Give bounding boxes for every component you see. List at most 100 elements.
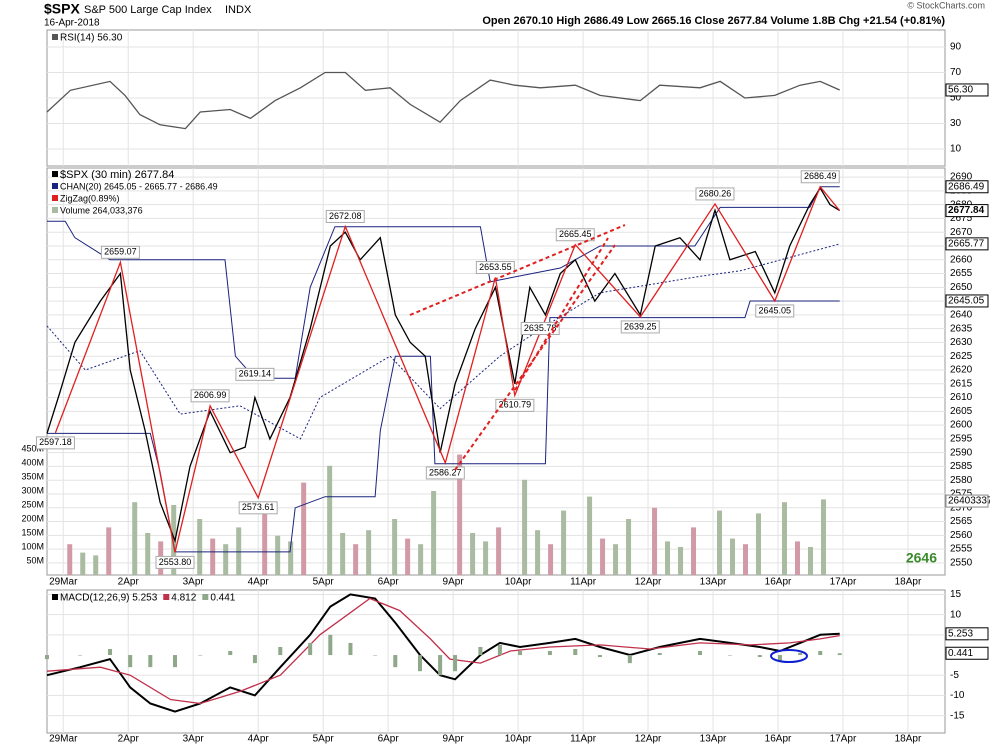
legend-swatch <box>52 207 58 213</box>
x-tick-label: 9Apr <box>443 734 465 744</box>
zigzag-label-box <box>100 245 140 259</box>
trendlines <box>409 224 626 471</box>
x-tick-label: 13Apr <box>700 577 727 588</box>
legend-label: MACD(12,26,9) 5.253 <box>60 593 158 604</box>
x-tick-label: 4Apr <box>248 734 270 744</box>
volume-bar <box>301 482 307 575</box>
zigzag-label-box <box>555 228 595 242</box>
volume-bar <box>807 547 813 575</box>
volume-bar <box>145 533 151 575</box>
volume-bar <box>522 479 528 575</box>
annotation: 2635.78 <box>524 323 557 333</box>
legend-label: $SPX (30 min) 2677.84 <box>60 169 174 181</box>
credit: © StockCharts.com <box>907 0 985 10</box>
histogram-bar <box>698 650 703 656</box>
legend-swatch <box>163 594 170 600</box>
x-tick-label: 29Mar <box>49 734 78 744</box>
y-tick-label: 2635 <box>950 323 973 334</box>
panel-frame <box>46 167 946 576</box>
x-tick-label: 5Apr <box>313 734 335 744</box>
zigzag-label-box <box>238 501 278 515</box>
volume-bar <box>665 541 671 575</box>
x-tick-label: 4Apr <box>248 577 270 588</box>
legend-label: 4.812 <box>171 593 196 604</box>
zigzag-label-box <box>620 320 660 334</box>
x-tick-label: 10Apr <box>505 734 532 744</box>
legend-swatch <box>52 171 58 177</box>
histogram-bar <box>373 655 378 656</box>
zigzag-label: 2606.99 <box>194 390 227 400</box>
volume-bar <box>392 519 398 575</box>
y-tick-label: 2570 <box>950 502 973 513</box>
zigzag-label-box <box>695 187 735 201</box>
legend-swatch <box>52 183 58 189</box>
zigzag-label-box <box>325 209 365 223</box>
volume-bar <box>210 538 216 575</box>
y-tick-label: 2670 <box>950 227 973 238</box>
zigzag-label: 2645.05 <box>758 305 791 315</box>
histogram-bar <box>148 655 153 668</box>
panel-frame <box>46 589 946 734</box>
histogram-bar <box>627 655 632 664</box>
histogram-bar <box>417 655 422 672</box>
y-tick-label: 2550 <box>950 558 973 569</box>
volume-tick-label: 100M <box>21 541 44 551</box>
highlight-ellipse <box>770 649 808 663</box>
x-tick-label: 3Apr <box>183 734 205 744</box>
zigzag-label: 2597.18 <box>39 437 72 447</box>
x-tick-label: 3Apr <box>183 577 205 588</box>
x-tick-label: 29Mar <box>49 577 78 588</box>
histogram-bar <box>478 646 483 656</box>
value-box <box>945 627 989 641</box>
y-tick-label: 2625 <box>950 351 973 362</box>
zigzag-label: 2665.45 <box>559 229 592 239</box>
volume-bar <box>80 552 86 575</box>
volume-bar <box>457 454 463 575</box>
volume-bar <box>743 544 749 575</box>
value-box-label: 2677.84 <box>948 205 985 216</box>
histogram-bar <box>837 653 842 656</box>
volume-tick-label: 300M <box>21 485 44 495</box>
value-box <box>945 646 989 660</box>
y-tick-label: 15 <box>950 589 962 600</box>
volume-bar <box>275 535 281 575</box>
legend-label: Volume 264,033,376 <box>60 205 143 215</box>
panels: 10 30 50 70 90 RSI(14) 56.30 56.30 2550 2555 2560… <box>21 29 990 744</box>
histogram-bar <box>518 650 523 656</box>
exchange: INDX <box>225 4 252 16</box>
histogram-bar <box>453 655 458 672</box>
y-tick-label: 30 <box>950 118 962 129</box>
y-tick-label: 2675 <box>950 213 973 224</box>
value-box-label: 2686.49 <box>948 181 985 192</box>
histogram-bar <box>393 655 398 668</box>
y-tick-label: 2690 <box>950 172 973 183</box>
y-tick-label: 2620 <box>950 365 973 376</box>
zigzag-label-box <box>475 261 515 275</box>
value-box-label: 56.30 <box>948 85 973 96</box>
x-tick-label: 9Apr <box>443 577 465 588</box>
volume-bar <box>67 544 73 575</box>
value-box <box>945 494 989 508</box>
histogram-bar <box>818 650 823 656</box>
y-tick-label: 2600 <box>950 420 973 431</box>
value-box <box>945 180 989 194</box>
y-tick-label: -15 <box>950 710 965 721</box>
quote: Open 2670.10 High 2686.49 Low 2665.16 Cl… <box>482 15 945 27</box>
volume-bar <box>418 544 424 575</box>
y-tick-label: 2590 <box>950 447 973 458</box>
histogram-bar <box>348 642 353 656</box>
volume-bar <box>405 538 411 575</box>
volume-tick-label: 400M <box>21 457 44 467</box>
x-tick-label: 12Apr <box>635 577 662 588</box>
volume-bar <box>535 530 541 575</box>
legend-label: RSI(14) 56.30 <box>60 33 123 44</box>
zigzag-label-box <box>155 555 195 569</box>
x-tick-label: 5Apr <box>313 577 335 588</box>
zigzag-label-box <box>190 389 230 403</box>
legend-swatch <box>52 34 58 40</box>
x-tick-label: 17Apr <box>830 577 857 588</box>
volume-bar <box>197 519 203 575</box>
volume-bar <box>548 544 554 575</box>
volume-bar <box>561 510 567 575</box>
